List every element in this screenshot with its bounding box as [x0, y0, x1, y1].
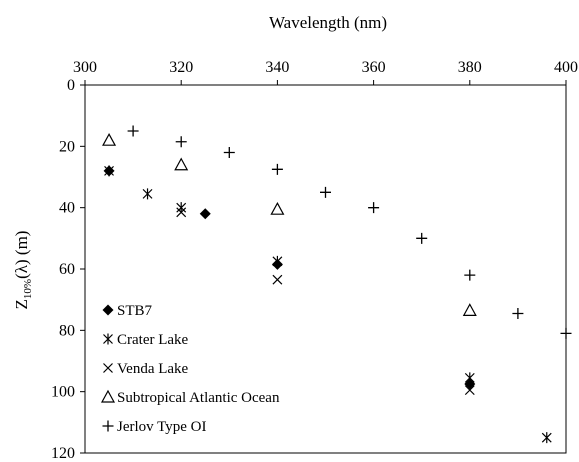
point-plus [416, 232, 428, 244]
point-diamond [199, 208, 211, 220]
point-asterisk [176, 202, 187, 214]
x-tick-label: 300 [73, 59, 97, 76]
x-axis-label: Wavelength (nm) [269, 13, 387, 32]
x-tick-label: 380 [458, 59, 482, 76]
x-tick-label: 400 [554, 59, 578, 76]
point-plus [560, 327, 572, 339]
legend-marker-plus [102, 420, 114, 432]
legend-entry: Jerlov Type OI [102, 419, 207, 435]
point-asterisk [142, 188, 153, 200]
legend-entry: STB7 [102, 303, 153, 319]
point-asterisk [272, 255, 283, 267]
series-asterisk [104, 165, 552, 444]
point-plus [223, 146, 235, 158]
y-tick-label: 120 [51, 445, 75, 462]
legend-entry: Crater Lake [103, 332, 189, 348]
legend-marker-asterisk [103, 333, 113, 345]
legend-label: Jerlov Type OI [117, 419, 207, 435]
legend-marker-triangle [100, 389, 116, 403]
point-plus [512, 307, 524, 319]
point-triangle [174, 157, 189, 171]
data-marks [102, 125, 572, 444]
y-tick-label: 100 [51, 384, 75, 401]
legend-entry: Subtropical Atlantic Ocean [100, 389, 280, 406]
legend-marker-diamond [102, 304, 114, 316]
point-plus [368, 202, 380, 214]
point-triangle [270, 201, 285, 215]
series-plus [127, 125, 572, 339]
point-x [272, 274, 283, 285]
point-triangle [462, 303, 477, 316]
point-asterisk [104, 165, 114, 177]
y-tick-label: 40 [59, 200, 75, 217]
series-diamond [103, 165, 476, 390]
point-triangle [102, 132, 117, 146]
y-tick-label: 80 [59, 322, 75, 339]
series-x [176, 207, 475, 396]
point-plus [320, 186, 331, 198]
legend-label: STB7 [117, 303, 153, 319]
axes: 300 320 340 360 380 400 0 20 40 60 80 100 120 [51, 59, 578, 462]
y-tick-label: 0 [67, 77, 75, 94]
point-x [464, 385, 475, 396]
y-axis-label: Z10%(λ) (m) [12, 231, 34, 310]
point-plus [271, 163, 283, 175]
x-tick-label: 320 [169, 59, 193, 76]
y-tick-label: 20 [59, 138, 75, 155]
point-plus [464, 269, 476, 281]
y-tick-label: 60 [59, 261, 75, 278]
legend-label: Crater Lake [117, 332, 189, 348]
point-x [176, 207, 187, 218]
legend-label: Subtropical Atlantic Ocean [117, 390, 280, 406]
legend: STB7 Crater Lake Venda Lake Subtropical Atl… [100, 303, 280, 435]
x-tick-label: 340 [265, 59, 289, 76]
point-asterisk [541, 432, 552, 444]
point-plus [175, 136, 187, 148]
point-plus [127, 125, 139, 137]
legend-marker-x [103, 363, 113, 373]
series-triangle [102, 132, 477, 316]
point-asterisk [464, 372, 475, 384]
x-tick-label: 360 [362, 59, 386, 76]
legend-label: Venda Lake [117, 361, 189, 377]
legend-entry: Venda Lake [103, 361, 189, 377]
